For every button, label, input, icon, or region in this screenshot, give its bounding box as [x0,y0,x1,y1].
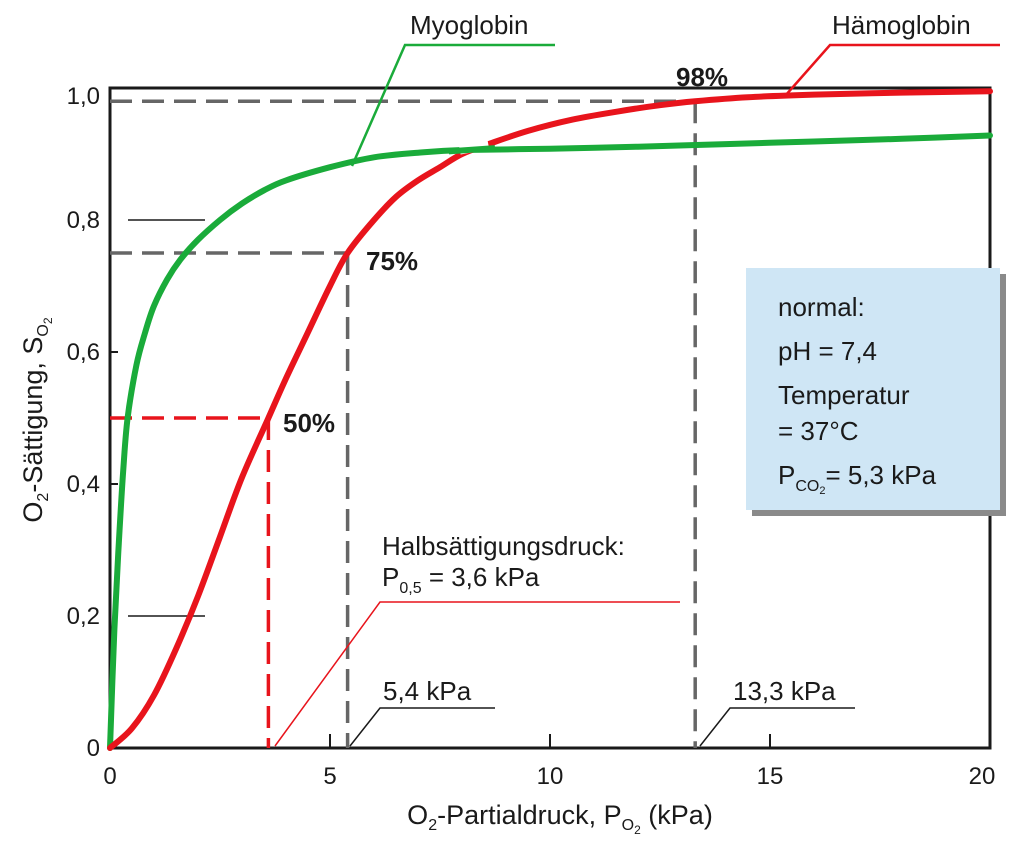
x-axis-title: O2-Partialdruck, PO2 (kPa) [407,800,713,837]
y-tick-label: 0 [87,735,100,762]
x-tick-label: 15 [757,763,784,790]
series-line-myoglobin [107,132,993,751]
series-label-haemoglobin: Hämoglobin [832,10,971,40]
marker-label-50: 50% [283,408,335,438]
annotation-13-3-kpa: 13,3 kPa [733,676,836,706]
series-line-myoglobin-overlap [448,145,496,155]
halbsaettigung-title: Halbsättigungsdruck: [382,531,625,561]
x-tick-label: 20 [969,763,996,790]
y-tick-label: 1,0 [67,83,100,110]
y-tick-label: 0,2 [67,603,100,630]
x-tick-label: 10 [537,763,564,790]
leader-13-3-kpa [699,707,855,747]
info-box [746,268,1000,510]
marker-label-75: 75% [366,246,418,276]
marker-label-98: 98% [676,62,728,92]
x-tick-label: 5 [323,763,336,790]
info-box-line-3: Temperatur [778,380,910,410]
y-tick-label: 0,4 [67,471,100,498]
leader-myoglobin [350,43,555,167]
info-box-line-4: = 37°C [778,416,859,446]
leader-haemoglobin [784,43,1000,97]
halbsaettigung-value: P0,5 = 3,6 kPa [382,562,540,597]
info-box-line-1: normal: [778,292,865,322]
leader-halbsaettigung [274,601,680,747]
info-box-line-2: pH = 7,4 [778,336,877,366]
info-box-line-5: PCO2= 5,3 kPa [778,460,937,497]
leader-5-4-kpa [349,707,495,747]
annotation-5-4-kpa: 5,4 kPa [383,676,472,706]
series-line-haemoglobin [107,88,993,751]
y-tick-label: 0,6 [67,339,100,366]
y-axis-title: O2-Sättigung, SO2 [18,317,55,522]
y-tick-label: 0,8 [67,207,100,234]
series-label-myoglobin: Myoglobin [410,10,529,40]
x-tick-label: 0 [103,763,116,790]
